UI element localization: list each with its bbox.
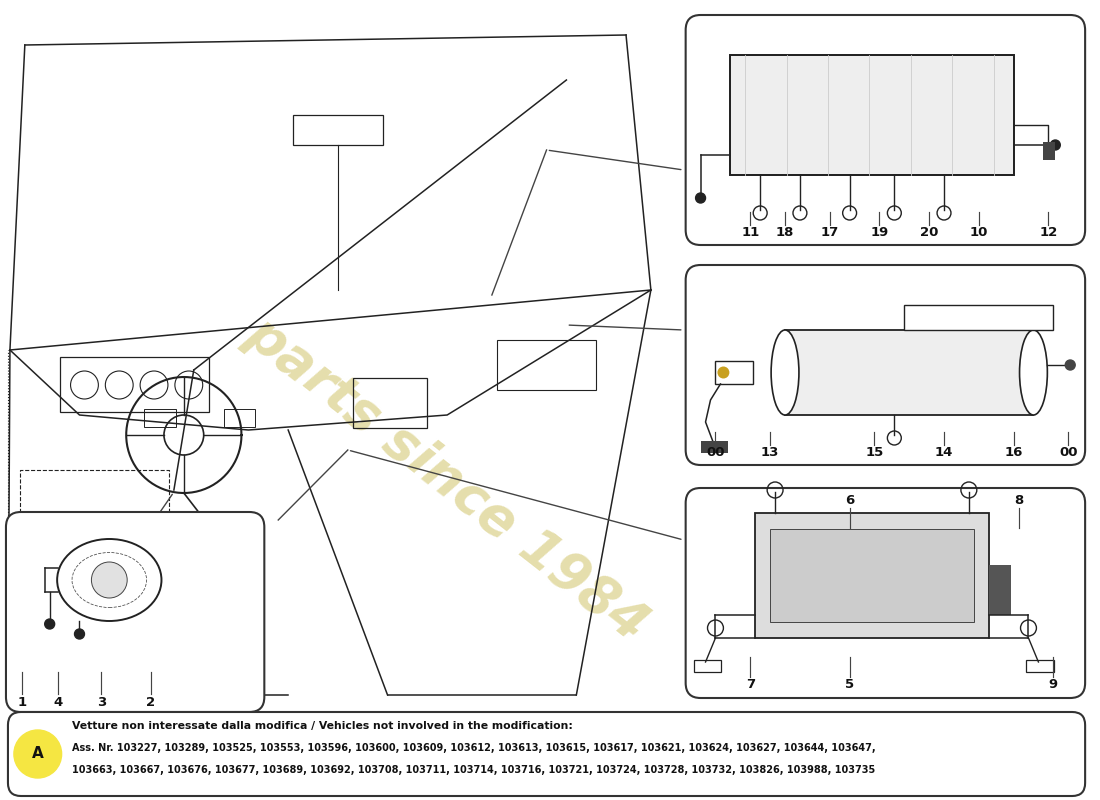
Text: 14: 14 (935, 446, 954, 459)
Bar (770, 529, 974, 622)
Text: 12: 12 (1040, 226, 1057, 239)
Circle shape (717, 366, 729, 378)
Bar (730, 55, 1013, 175)
Ellipse shape (1020, 330, 1047, 415)
Text: 9: 9 (1048, 678, 1058, 691)
Bar (904, 305, 1054, 330)
Text: 17: 17 (821, 226, 839, 239)
Bar (353, 378, 427, 428)
Bar (144, 409, 176, 427)
Bar (989, 565, 1011, 615)
Text: 2: 2 (146, 695, 155, 709)
Text: 10: 10 (969, 226, 988, 239)
Circle shape (91, 562, 128, 598)
Bar (730, 55, 1013, 175)
Text: 1: 1 (18, 695, 26, 709)
Bar (904, 305, 1054, 330)
Text: 4: 4 (53, 695, 63, 709)
Text: 19: 19 (870, 226, 889, 239)
Circle shape (695, 193, 705, 203)
Text: 103663, 103667, 103676, 103677, 103689, 103692, 103708, 103711, 103714, 103716, : 103663, 103667, 103676, 103677, 103689, … (72, 765, 874, 775)
Circle shape (1065, 360, 1075, 370)
Text: Ass. Nr. 103227, 103289, 103525, 103553, 103596, 103600, 103609, 103612, 103613,: Ass. Nr. 103227, 103289, 103525, 103553,… (72, 743, 876, 753)
Bar (715, 361, 754, 384)
Text: 8: 8 (1014, 494, 1023, 506)
Text: 3: 3 (97, 695, 106, 709)
Text: 7: 7 (746, 678, 755, 691)
Bar (59, 357, 209, 412)
FancyBboxPatch shape (6, 512, 264, 712)
Text: 15: 15 (866, 446, 883, 459)
Bar (1044, 142, 1055, 160)
Bar (756, 513, 989, 638)
Ellipse shape (771, 330, 799, 415)
Text: 00: 00 (1059, 446, 1078, 459)
Bar (1026, 660, 1054, 672)
Circle shape (75, 629, 85, 639)
FancyBboxPatch shape (8, 712, 1085, 796)
Bar (756, 513, 989, 638)
FancyBboxPatch shape (685, 488, 1085, 698)
Text: 00: 00 (706, 446, 725, 459)
FancyBboxPatch shape (685, 265, 1085, 465)
Text: 13: 13 (761, 446, 779, 459)
Text: 16: 16 (1004, 446, 1023, 459)
Text: Vetture non interessate dalla modifica / Vehicles not involved in the modificati: Vetture non interessate dalla modifica /… (72, 721, 572, 731)
Text: A: A (32, 746, 44, 762)
Text: 5: 5 (845, 678, 855, 691)
Circle shape (14, 730, 62, 778)
Bar (694, 660, 722, 672)
Text: 6: 6 (845, 494, 855, 506)
Bar (497, 340, 596, 390)
Text: parts since 1984: parts since 1984 (236, 307, 658, 653)
Text: 20: 20 (920, 226, 938, 239)
Bar (770, 529, 974, 622)
Bar (730, 55, 1013, 175)
Bar (785, 330, 1034, 415)
Bar (701, 441, 728, 453)
FancyBboxPatch shape (685, 15, 1085, 245)
Circle shape (45, 619, 55, 629)
Circle shape (1050, 140, 1060, 150)
Bar (715, 361, 754, 384)
Bar (785, 330, 1034, 415)
Bar (223, 409, 255, 427)
Text: 18: 18 (776, 226, 794, 239)
Text: 11: 11 (741, 226, 759, 239)
